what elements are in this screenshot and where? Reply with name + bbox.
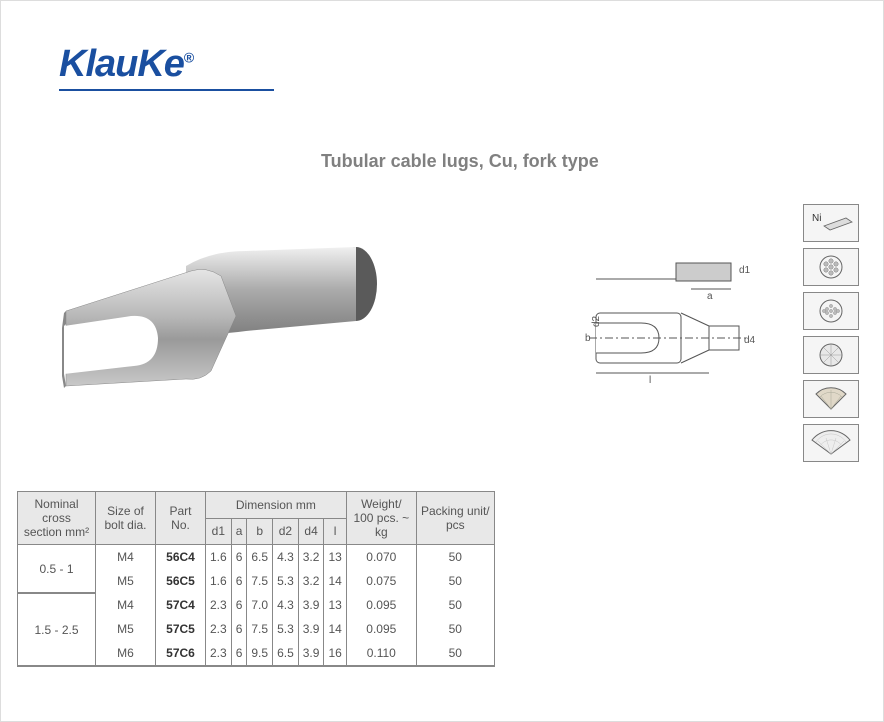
cell-part: 57C6: [156, 641, 206, 666]
svg-text:l: l: [649, 375, 651, 386]
cell-d4: 3.2: [298, 569, 324, 593]
spec-icon-sector-1: [803, 380, 859, 418]
cell-d1: 2.3: [206, 641, 232, 666]
cell-b: 6.5: [247, 545, 273, 570]
spec-icon-sector-2: [803, 424, 859, 462]
header-d1: d1: [206, 518, 232, 545]
cell-part: 56C4: [156, 545, 206, 570]
cell-b: 7.0: [247, 593, 273, 617]
header-l: l: [324, 518, 346, 545]
cell-bolt: M5: [96, 569, 156, 593]
header-nominal: Nominal cross section mm²: [18, 492, 96, 545]
brand-registered: ®: [184, 49, 193, 65]
brand-name: KlauKe: [59, 43, 184, 85]
spec-table: Nominal cross section mm² Size of bolt d…: [17, 491, 495, 667]
product-photo: [36, 216, 406, 411]
cell-b: 7.5: [247, 617, 273, 641]
table-row: 1.5 - 2.5M457C42.367.04.33.9130.09550: [18, 593, 495, 617]
header-b: b: [247, 518, 273, 545]
svg-text:d2: d2: [591, 315, 602, 327]
cell-d1: 2.3: [206, 617, 232, 641]
header-a: a: [231, 518, 247, 545]
table-body: 0.5 - 1M456C41.666.54.33.2130.07050M556C…: [18, 545, 495, 667]
spec-icons-column: Ni: [803, 204, 859, 462]
cell-a: 6: [231, 641, 247, 666]
cell-a: 6: [231, 593, 247, 617]
brand-underline: [59, 89, 274, 91]
table-header: Nominal cross section mm² Size of bolt d…: [18, 492, 495, 545]
header-d2: d2: [273, 518, 299, 545]
cell-bolt: M4: [96, 593, 156, 617]
svg-text:a: a: [707, 291, 713, 302]
cell-weight: 0.095: [346, 617, 416, 641]
spec-icon-nickel: Ni: [803, 204, 859, 242]
cell-d4: 3.9: [298, 617, 324, 641]
cell-l: 14: [324, 569, 346, 593]
cell-nominal: 0.5 - 1: [18, 545, 96, 594]
cell-weight: 0.070: [346, 545, 416, 570]
technical-drawing: a d1 b d2 d4 l: [581, 251, 766, 386]
table-row: 0.5 - 1M456C41.666.54.33.2130.07050: [18, 545, 495, 570]
cell-d2: 6.5: [273, 641, 299, 666]
brand-logo: KlauKe®: [59, 43, 193, 86]
cell-b: 7.5: [247, 569, 273, 593]
cell-packing: 50: [416, 545, 494, 570]
cell-d2: 5.3: [273, 617, 299, 641]
cell-bolt: M5: [96, 617, 156, 641]
cell-b: 9.5: [247, 641, 273, 666]
cell-d4: 3.2: [298, 545, 324, 570]
page-title: Tubular cable lugs, Cu, fork type: [321, 151, 599, 172]
svg-text:d4: d4: [744, 335, 756, 346]
cell-packing: 50: [416, 593, 494, 617]
cell-d1: 1.6: [206, 545, 232, 570]
cell-a: 6: [231, 569, 247, 593]
svg-text:d1: d1: [739, 265, 751, 276]
header-bolt: Size of bolt dia.: [96, 492, 156, 545]
cell-packing: 50: [416, 617, 494, 641]
cell-packing: 50: [416, 569, 494, 593]
cell-a: 6: [231, 545, 247, 570]
cell-a: 6: [231, 617, 247, 641]
cell-d1: 2.3: [206, 593, 232, 617]
svg-text:Ni: Ni: [812, 213, 821, 224]
cell-l: 14: [324, 617, 346, 641]
cell-d1: 1.6: [206, 569, 232, 593]
cell-nominal: 1.5 - 2.5: [18, 593, 96, 666]
cell-l: 13: [324, 545, 346, 570]
svg-text:b: b: [585, 333, 591, 344]
cell-d2: 5.3: [273, 569, 299, 593]
cell-bolt: M4: [96, 545, 156, 570]
cell-l: 16: [324, 641, 346, 666]
spec-icon-stranded-2: [803, 292, 859, 330]
cell-part: 56C5: [156, 569, 206, 593]
header-part: Part No.: [156, 492, 206, 545]
cell-d4: 3.9: [298, 641, 324, 666]
header-weight: Weight/ 100 pcs. ~ kg: [346, 492, 416, 545]
cell-d2: 4.3: [273, 545, 299, 570]
header-dimension: Dimension mm: [206, 492, 347, 519]
cell-packing: 50: [416, 641, 494, 666]
cell-part: 57C4: [156, 593, 206, 617]
cell-l: 13: [324, 593, 346, 617]
spec-icon-fine-strand: [803, 336, 859, 374]
spec-icon-stranded-1: [803, 248, 859, 286]
cell-part: 57C5: [156, 617, 206, 641]
cell-weight: 0.095: [346, 593, 416, 617]
cell-weight: 0.075: [346, 569, 416, 593]
cell-bolt: M6: [96, 641, 156, 666]
cell-weight: 0.110: [346, 641, 416, 666]
header-packing: Packing unit/ pcs: [416, 492, 494, 545]
cell-d2: 4.3: [273, 593, 299, 617]
header-d4: d4: [298, 518, 324, 545]
cell-d4: 3.9: [298, 593, 324, 617]
